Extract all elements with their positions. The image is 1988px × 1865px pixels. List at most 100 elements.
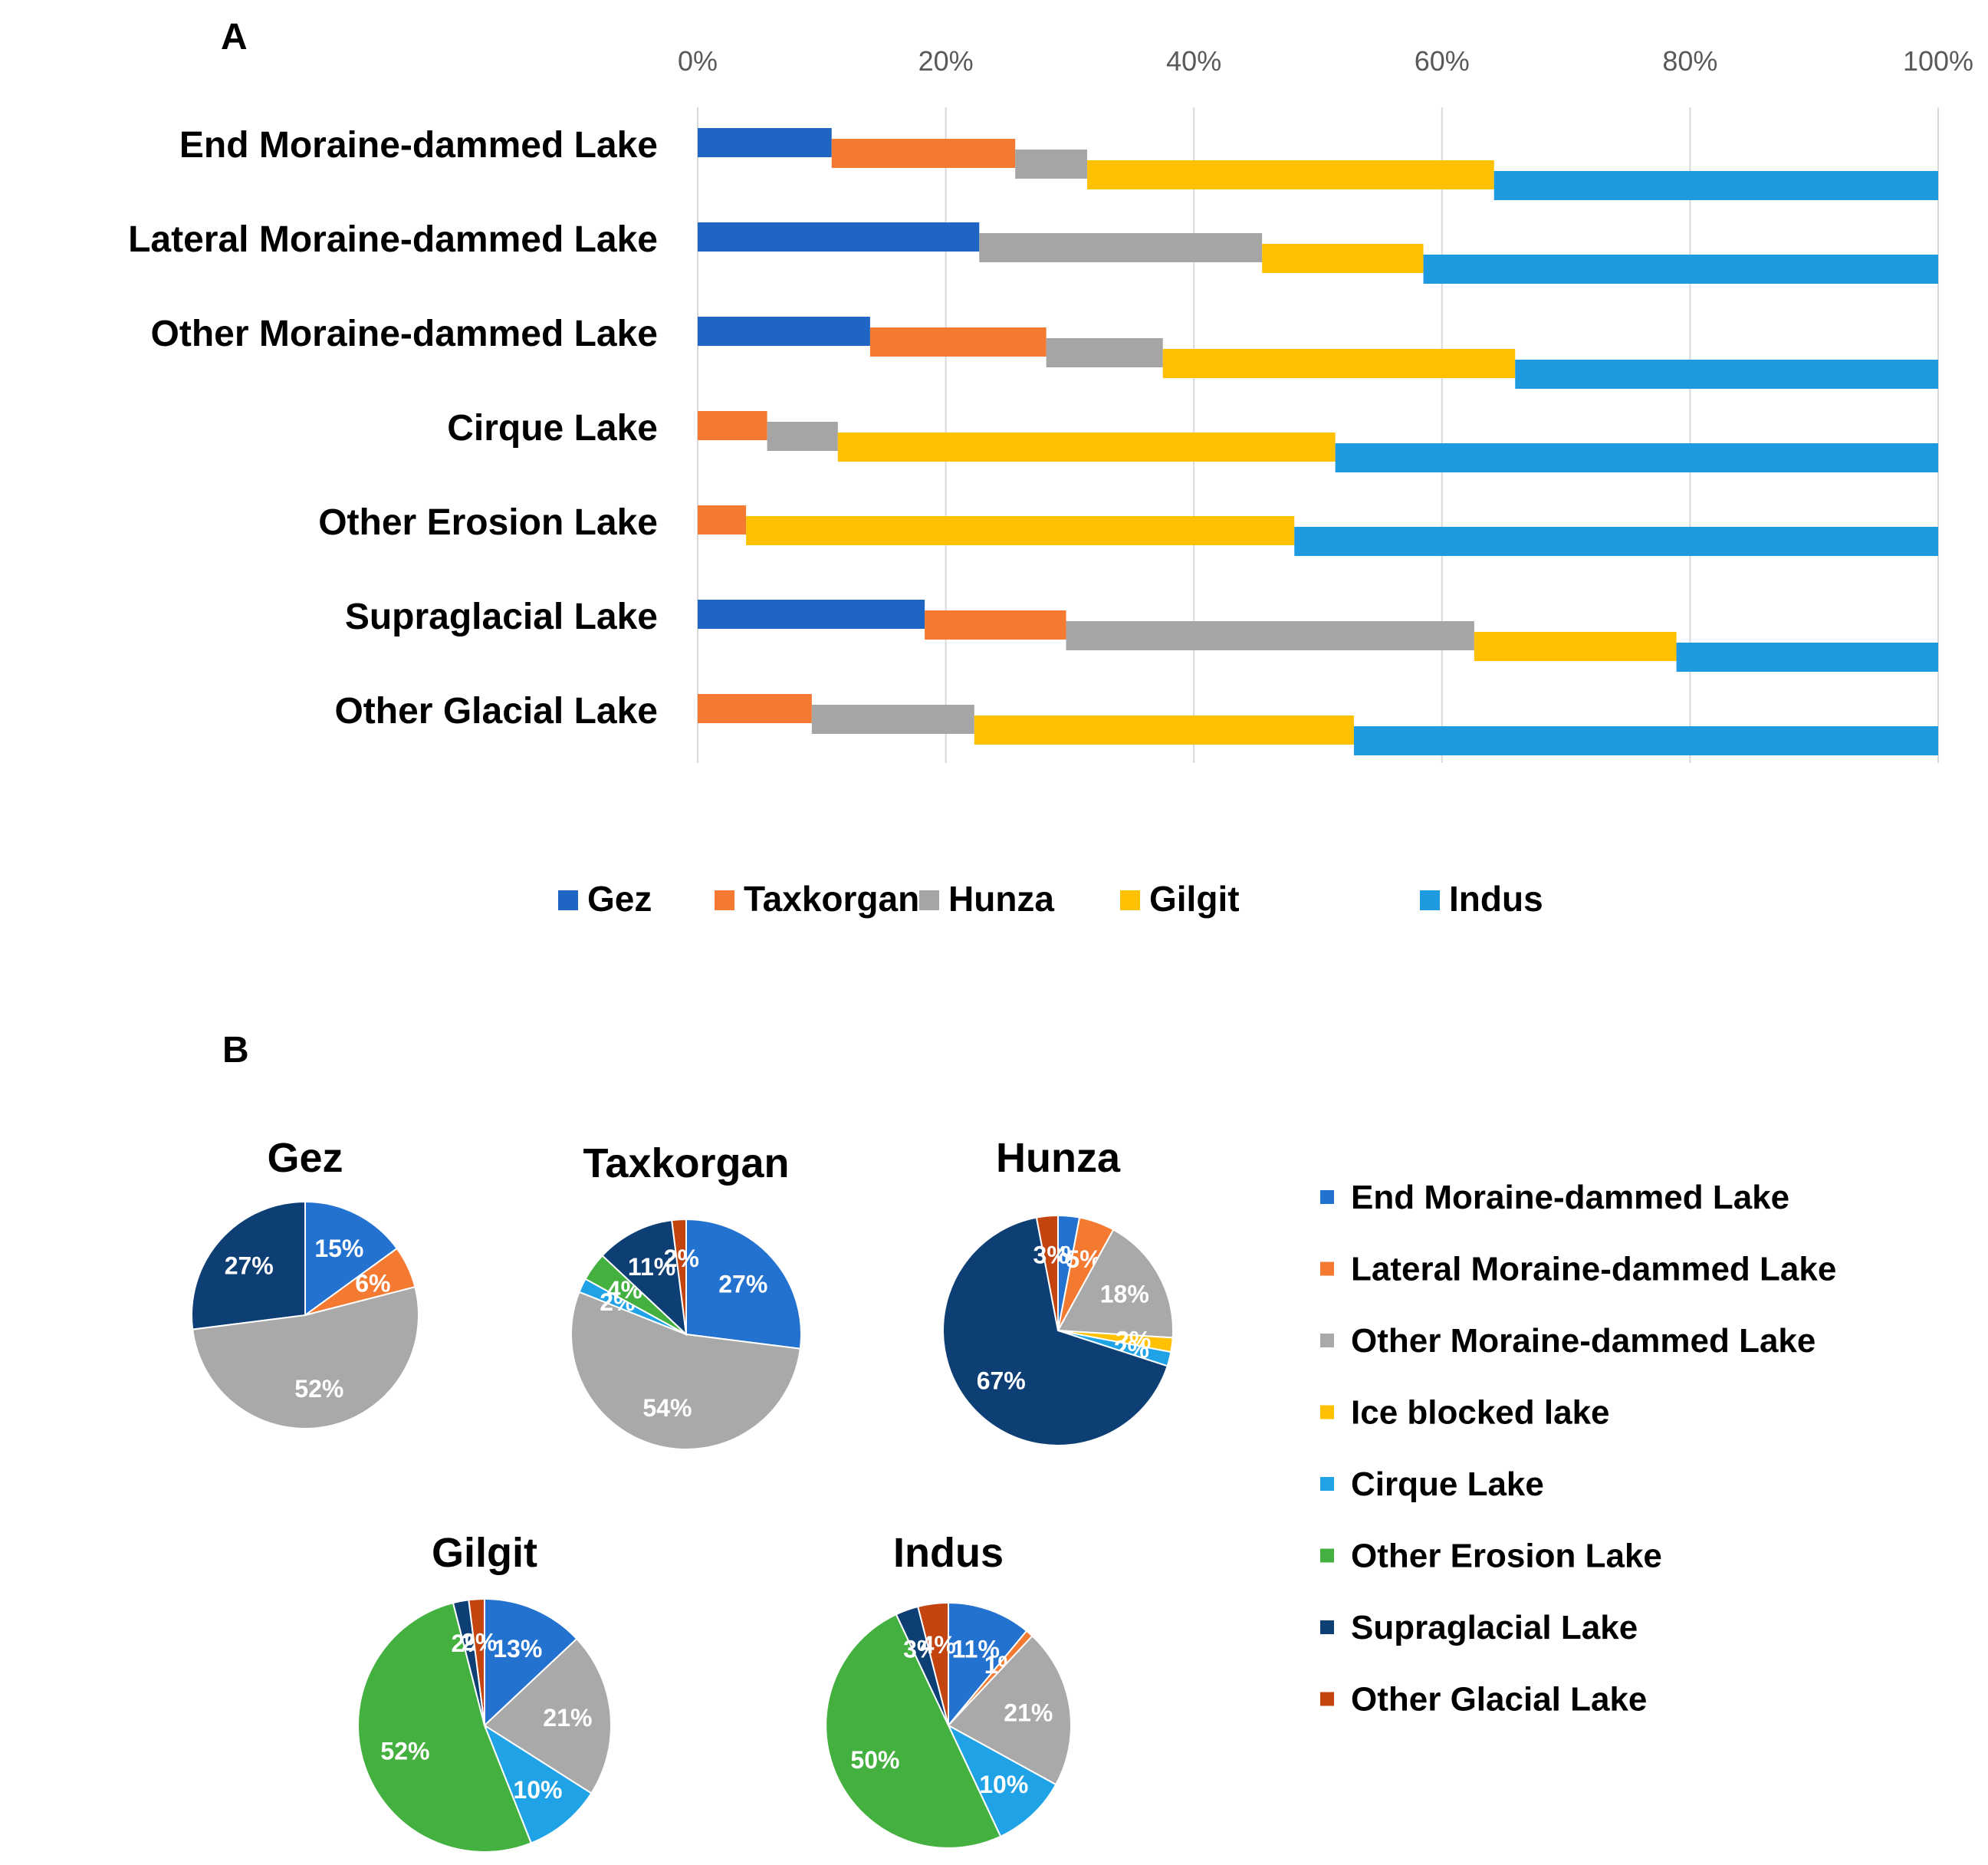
slice-hunza-other-moraine-dammed-lake [1056,1229,1174,1339]
category-label-other-erosion-lake: Other Erosion Lake [318,502,658,543]
slice-label-gilgit-end-moraine-dammed-lake: 13% [493,1635,542,1663]
legend-swatch-taxkorgan [715,890,734,910]
bar-cirque-lake-hunza [767,422,838,451]
category-label-other-glacial-lake: Other Glacial Lake [334,691,658,732]
slice-taxkorgan-other-glacial-lake [671,1218,687,1335]
bar-lateral-moraine-dammed-lake-gilgit [1262,244,1424,273]
pie-legend-label-other-erosion-lake: Other Erosion Lake [1351,1538,1662,1575]
legend-label-gez: Gez [587,879,652,919]
pie-title-gez: Gez [267,1135,343,1181]
slice-taxkorgan-supraglacial-lake [601,1219,688,1337]
bar-supraglacial-lake-taxkorgan [925,610,1066,640]
slice-indus-end-moraine-dammed-lake [948,1601,1028,1728]
legend-label-hunza: Hunza [948,879,1054,919]
category-label-supraglacial-lake: Supraglacial Lake [345,597,658,637]
slice-label-indus-end-moraine-dammed-lake: 11% [952,1636,1000,1663]
pie-legend-swatch-ice-blocked-lake [1320,1405,1334,1419]
bar-supraglacial-lake-gilgit [1474,632,1677,661]
slice-label-gez-end-moraine-dammed-lake: 15% [314,1235,363,1262]
legend-label-taxkorgan: Taxkorgan [744,879,919,919]
legend-swatch-gez [558,890,578,910]
pie-title-indus: Indus [893,1530,1004,1576]
pie-legend-swatch-other-moraine-dammed-lake [1320,1334,1334,1347]
pie-legend-label-other-glacial-lake: Other Glacial Lake [1351,1681,1647,1719]
panel-b-letter: B [222,1030,249,1071]
pie-legend-swatch-other-glacial-lake [1320,1692,1334,1706]
tick-label-60: 60% [1415,45,1470,77]
bar-end-moraine-dammed-lake-indus [1493,171,1938,200]
pie-legend-swatch-supraglacial-lake [1320,1620,1334,1634]
pie-charts: Gez15%6%52%27%Taxkorgan27%54%2%4%11%2%Hu… [191,1135,1174,1853]
bar-other-glacial-lake-indus [1353,726,1938,755]
bar-cirque-lake-indus [1335,443,1938,472]
bar-other-moraine-dammed-lake-hunza [1046,338,1163,367]
bar-lateral-moraine-dammed-lake-hunza [979,233,1263,262]
legend-swatch-indus [1420,890,1440,910]
slice-label-gilgit-cirque-lake: 10% [513,1776,562,1804]
legend-label-gilgit: Gilgit [1149,879,1240,919]
slice-indus-other-glacial-lake [916,1601,949,1726]
pie-legend-swatch-end-moraine-dammed-lake [1320,1190,1334,1204]
legend-label-indus: Indus [1449,879,1543,919]
pie-legend-swatch-other-erosion-lake [1320,1548,1334,1563]
slice-label-indus-other-erosion-lake: 50% [850,1746,899,1774]
slice-indus-cirque-lake [946,1723,1057,1838]
stacked-bar-chart: 0% 20% 40% 60% 80% 100% End Moraine-dammed Lak… [128,45,1973,763]
slice-label-indus-other-moraine-dammed-lake: 21% [1004,1699,1053,1726]
slice-taxkorgan-end-moraine-dammed-lake [685,1218,802,1350]
slice-gilgit-other-glacial-lake [468,1597,485,1726]
pie-legend-label-cirque-lake: Cirque Lake [1351,1465,1544,1503]
slice-label-taxkorgan-other-moraine-dammed-lake: 54% [642,1394,692,1422]
bar-lateral-moraine-dammed-lake-gez [698,222,980,252]
pie-legend-swatch-lateral-moraine-dammed-lake [1320,1261,1334,1276]
pie-chart-legend: End Moraine-dammed Lake Lateral Moraine-d… [1320,1179,1836,1719]
slice-label-gez-lateral-moraine-dammed-lake: 6% [355,1269,390,1297]
slice-indus-other-moraine-dammed-lake [947,1634,1073,1786]
slice-gilgit-other-moraine-dammed-lake [483,1637,612,1794]
pie-title-hunza: Hunza [996,1135,1121,1181]
slice-label-taxkorgan-other-glacial-lake: 2% [664,1245,699,1272]
bar-other-moraine-dammed-lake-gez [698,317,870,346]
bar-other-moraine-dammed-lake-taxkorgan [869,327,1047,357]
category-label-cirque-lake: Cirque Lake [447,408,658,449]
legend-swatch-hunza [919,890,939,910]
pie-legend-label-other-moraine-dammed-lake: Other Moraine-dammed Lake [1351,1322,1815,1360]
slice-gilgit-end-moraine-dammed-lake [484,1597,578,1728]
tick-label-0: 0% [678,45,718,77]
tick-label-20: 20% [918,45,974,77]
slice-hunza-supraglacial-lake [942,1216,1168,1446]
slice-gez-supraglacial-lake [191,1200,306,1330]
bar-supraglacial-lake-indus [1676,643,1938,672]
bar-other-moraine-dammed-lake-indus [1515,360,1938,389]
bar-lateral-moraine-dammed-lake-indus [1423,255,1938,284]
pie-legend-swatch-cirque-lake [1320,1477,1334,1491]
slice-label-indus-cirque-lake: 10% [979,1771,1028,1798]
panel-a-letter: A [221,17,248,58]
bar-other-glacial-lake-gilgit [974,715,1354,745]
pie-legend-label-ice-blocked-lake: Ice blocked lake [1351,1394,1610,1432]
pie-title-taxkorgan: Taxkorgan [583,1140,789,1186]
slice-label-hunza-supraglacial-lake: 67% [977,1367,1026,1394]
slice-gez-end-moraine-dammed-lake [304,1200,399,1317]
bar-other-erosion-lake-gilgit [746,516,1295,545]
slice-gilgit-cirque-lake [482,1723,593,1844]
slice-label-gilgit-other-glacial-lake: 2% [462,1628,497,1656]
bar-other-erosion-lake-indus [1294,527,1938,556]
bar-end-moraine-dammed-lake-gilgit [1087,160,1494,189]
bar-other-glacial-lake-hunza [811,705,974,734]
bar-end-moraine-dammed-lake-hunza [1015,150,1088,179]
bar-other-moraine-dammed-lake-gilgit [1162,349,1516,378]
category-label-other-moraine-dammed-lake: Other Moraine-dammed Lake [151,314,659,354]
category-label-lateral-moraine-dammed-lake: Lateral Moraine-dammed Lake [128,219,658,260]
bar-chart-legend: Gez Taxkorgan Hunza Gilgit Indus [558,879,1543,919]
pie-legend-label-supraglacial-lake: Supraglacial Lake [1351,1609,1638,1646]
bar-end-moraine-dammed-lake-taxkorgan [831,139,1016,168]
slice-label-taxkorgan-end-moraine-dammed-lake: 27% [718,1271,767,1298]
tick-label-40: 40% [1166,45,1221,77]
slice-indus-other-erosion-lake [826,1613,1002,1849]
tick-label-80: 80% [1662,45,1717,77]
